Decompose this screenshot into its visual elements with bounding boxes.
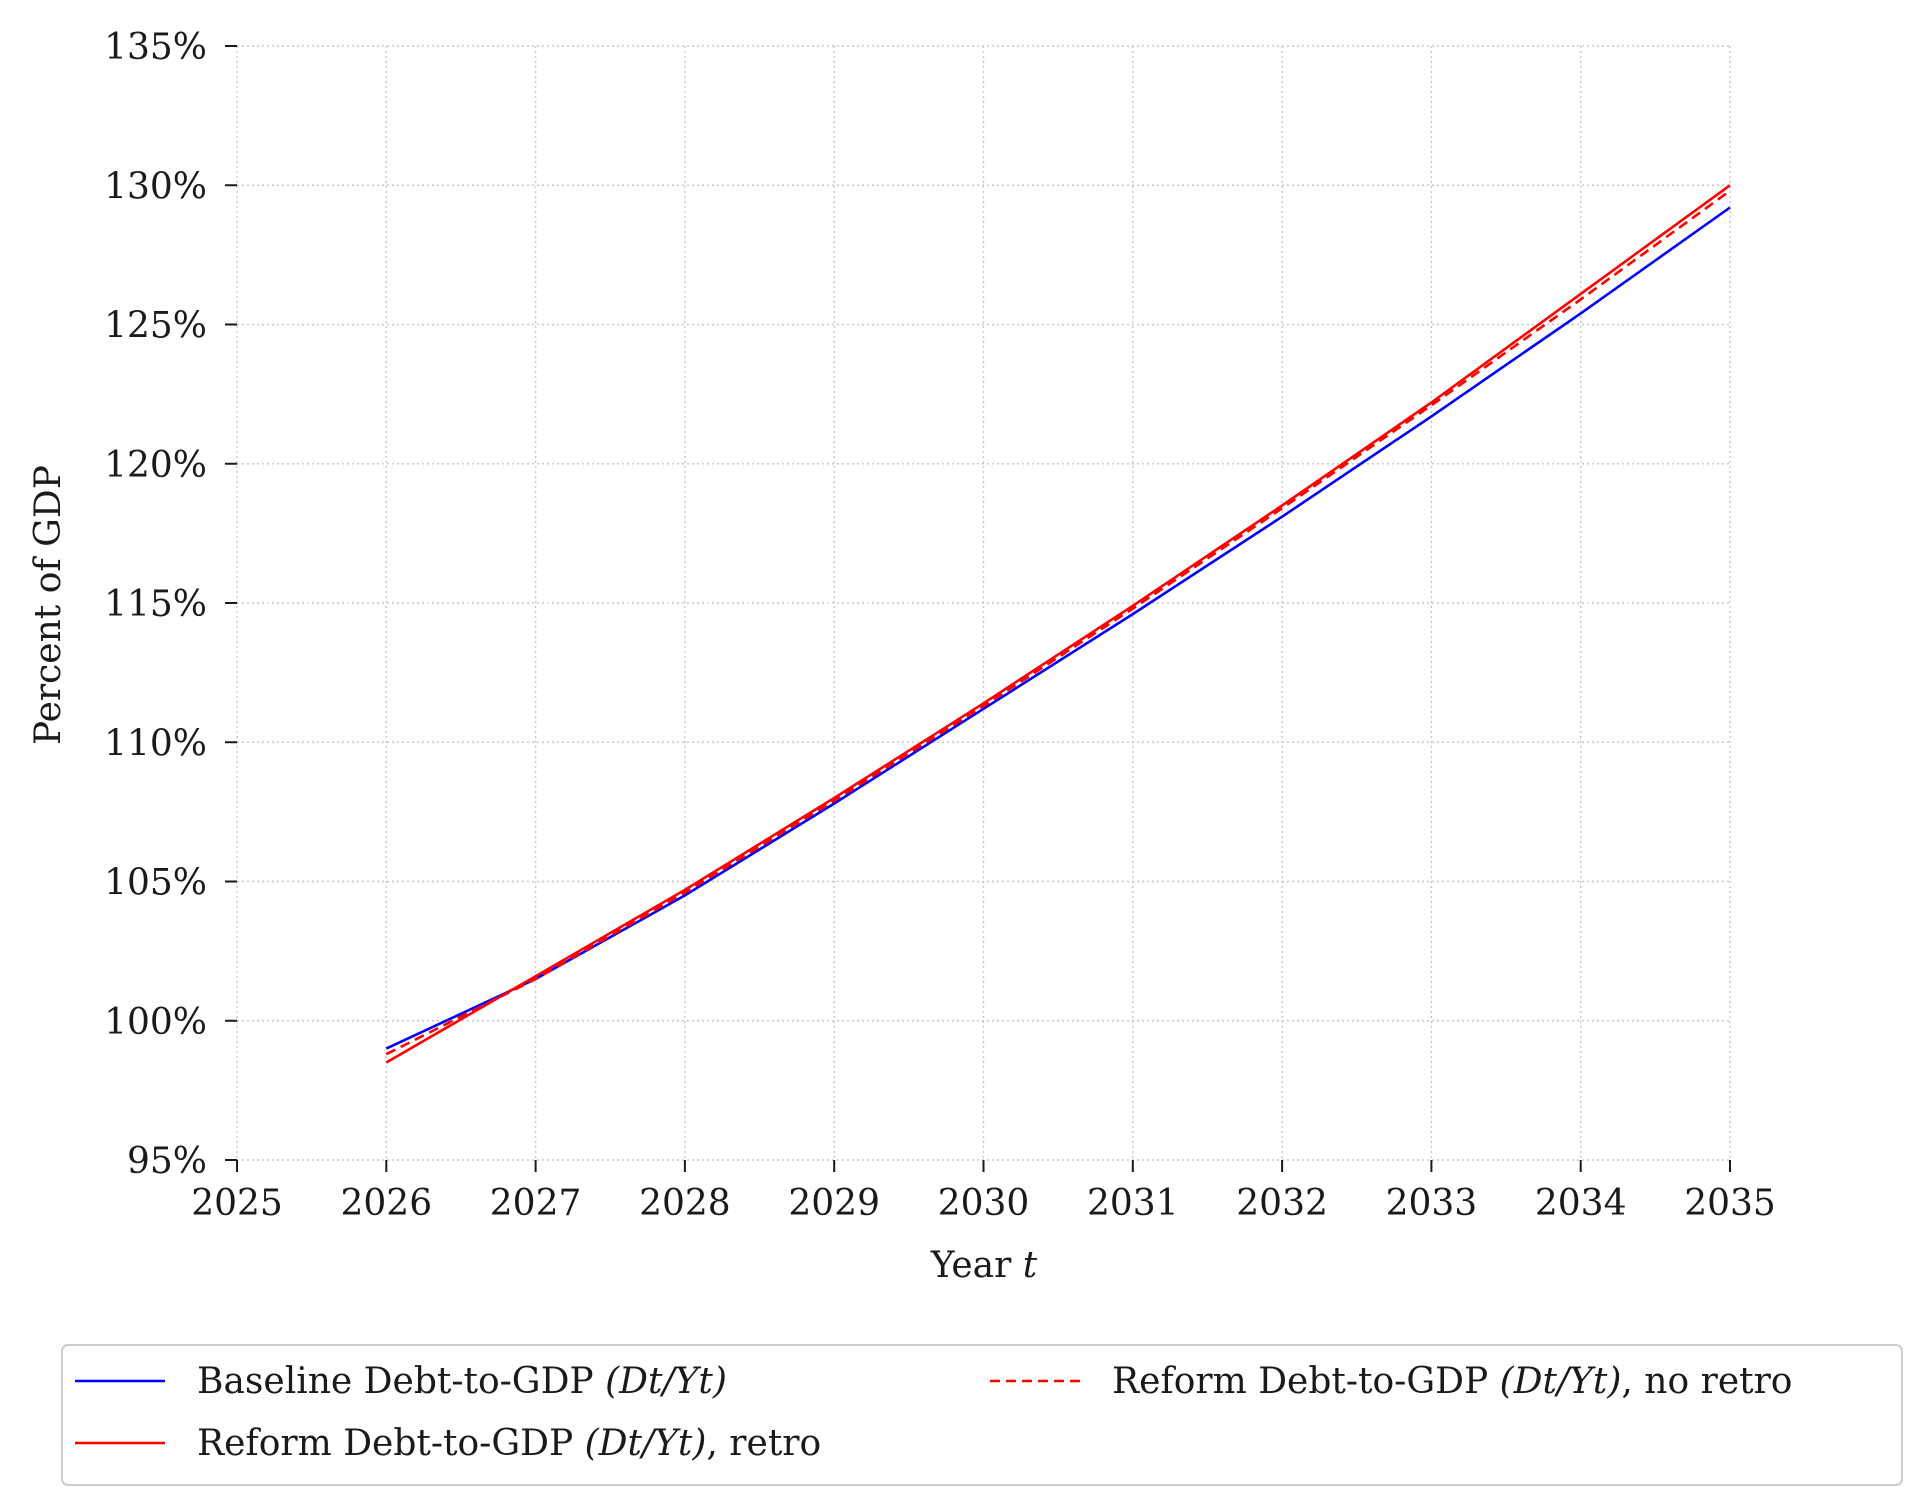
x-tick-label: 2027 xyxy=(490,1183,582,1224)
legend-label: Reform Debt-to-GDP (Dt/Yt), no retro xyxy=(1112,1361,1792,1402)
y-tick-label: 135% xyxy=(104,27,207,68)
x-tick-label: 2035 xyxy=(1684,1183,1776,1224)
y-tick-label: 105% xyxy=(104,863,207,904)
x-tick-label: 2030 xyxy=(938,1183,1030,1224)
y-tick-label: 120% xyxy=(104,445,207,486)
x-tick-label: 2029 xyxy=(788,1183,880,1224)
legend-item: Baseline Debt-to-GDP (Dt/Yt) xyxy=(75,1361,727,1402)
series-lines xyxy=(385,184,1731,1064)
y-tick-label: 110% xyxy=(104,723,207,764)
y-tick-label: 95% xyxy=(127,1141,207,1182)
grid xyxy=(236,45,1731,1161)
x-tick-label: 2033 xyxy=(1386,1183,1478,1224)
series-line-3 xyxy=(385,189,1731,1056)
y-tick-label: 100% xyxy=(104,1002,207,1043)
x-tick-label: 2032 xyxy=(1236,1183,1328,1224)
series-line-1 xyxy=(385,206,1731,1050)
x-tick-labels: 2025 2026 2027 2028 2029 2030 2031 2032 2033 2034… xyxy=(191,1183,1776,1224)
y-tick-label: 130% xyxy=(104,166,207,207)
x-tick-label: 2028 xyxy=(639,1183,731,1224)
y-tick-label: 115% xyxy=(104,584,207,625)
legend-item: Reform Debt-to-GDP (Dt/Yt), no retro xyxy=(990,1361,1792,1402)
y-axis-label: Percent of GDP xyxy=(28,465,69,745)
x-tick-label: 2034 xyxy=(1535,1183,1627,1224)
legend-label: Baseline Debt-to-GDP (Dt/Yt) xyxy=(197,1361,727,1402)
x-tick-label: 2026 xyxy=(340,1183,432,1224)
legend-item: Reform Debt-to-GDP (Dt/Yt), retro xyxy=(75,1423,821,1464)
legend: Baseline Debt-to-GDP (Dt/Yt) Reform Debt-… xyxy=(61,1344,1903,1486)
y-tick-label: 125% xyxy=(104,306,207,347)
series-line-2 xyxy=(385,184,1731,1064)
legend-label: Reform Debt-to-GDP (Dt/Yt), retro xyxy=(197,1423,821,1464)
axes xyxy=(225,45,1731,1172)
x-tick-label: 2025 xyxy=(191,1183,283,1224)
legend-frame xyxy=(61,1344,1903,1486)
y-tick-labels: 95% 100% 105% 110% 115% 120% 125% 130% 135% xyxy=(104,27,207,1182)
x-tick-label: 2031 xyxy=(1087,1183,1179,1224)
x-axis-label: Year t xyxy=(930,1245,1038,1286)
